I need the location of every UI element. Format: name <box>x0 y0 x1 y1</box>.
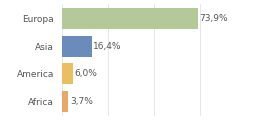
Text: 73,9%: 73,9% <box>200 14 228 23</box>
Bar <box>62 8 198 29</box>
Text: 6,0%: 6,0% <box>74 69 97 78</box>
Bar <box>62 63 73 84</box>
Text: 3,7%: 3,7% <box>70 97 93 106</box>
Bar <box>62 91 68 112</box>
Text: 16,4%: 16,4% <box>94 42 122 51</box>
Bar <box>62 36 92 57</box>
